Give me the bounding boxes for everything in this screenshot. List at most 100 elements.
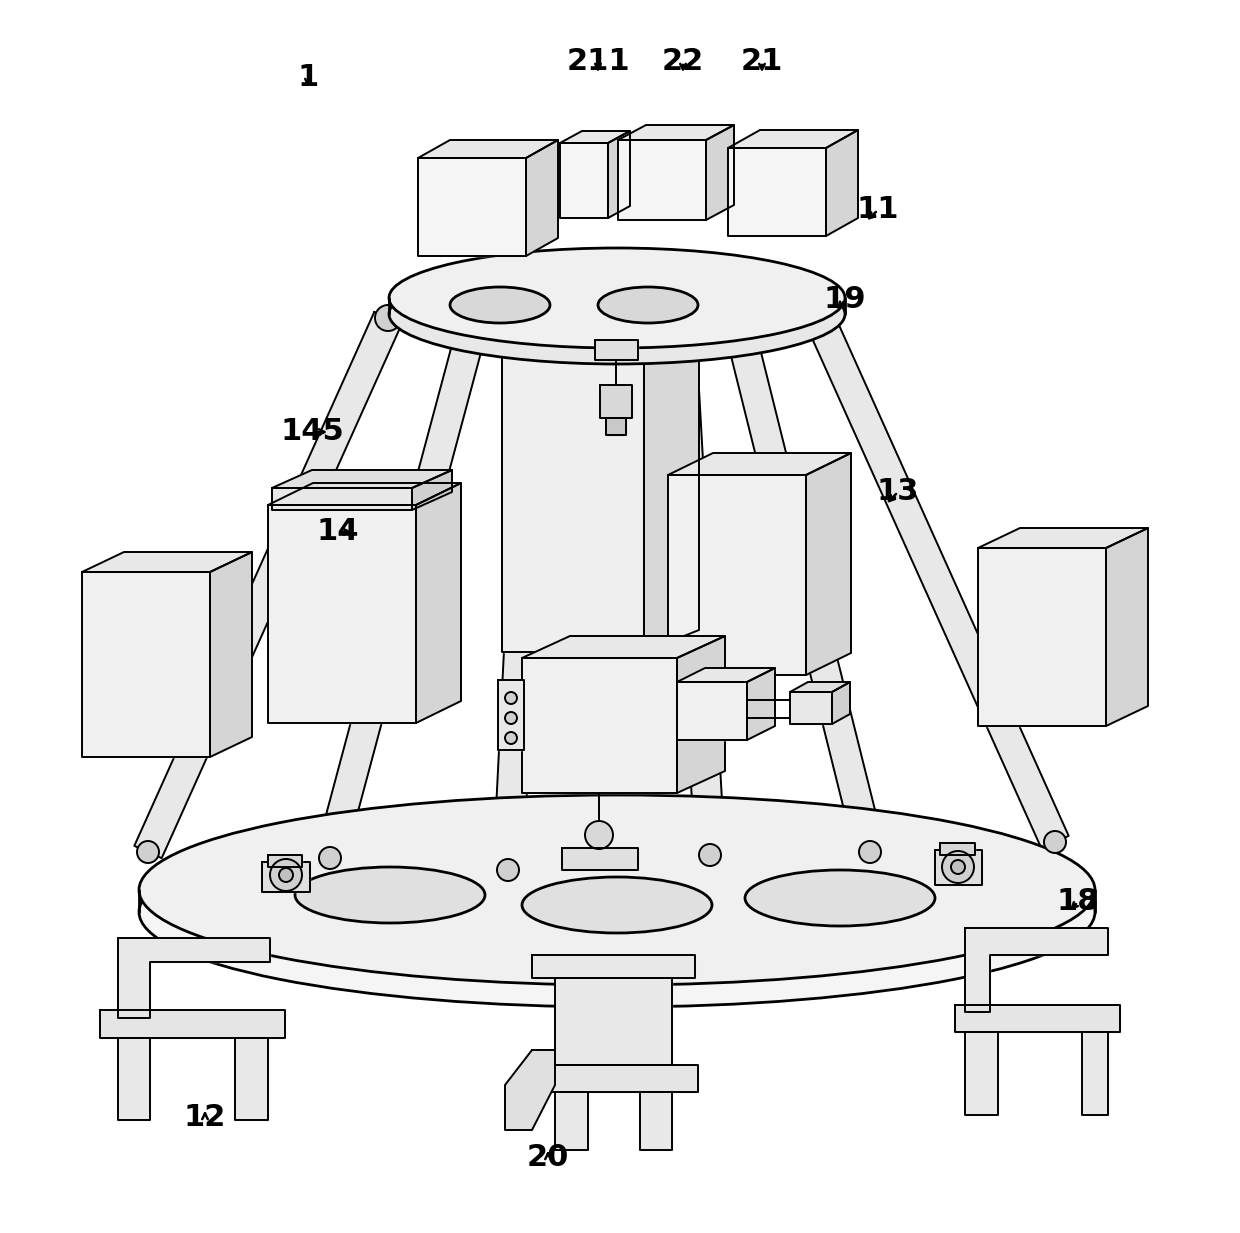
Polygon shape (806, 453, 851, 674)
Polygon shape (82, 552, 252, 572)
Polygon shape (978, 547, 1106, 726)
Polygon shape (955, 1005, 1120, 1032)
Polygon shape (746, 668, 775, 740)
Polygon shape (82, 572, 210, 757)
Circle shape (951, 859, 965, 874)
Text: 211: 211 (567, 48, 630, 76)
Circle shape (497, 859, 520, 882)
Text: 20: 20 (527, 1143, 569, 1173)
Polygon shape (268, 483, 461, 506)
Polygon shape (236, 1038, 268, 1120)
Circle shape (505, 732, 517, 743)
Ellipse shape (139, 795, 1095, 985)
Ellipse shape (598, 287, 698, 323)
Polygon shape (505, 1051, 556, 1129)
Circle shape (505, 692, 517, 704)
Polygon shape (415, 483, 461, 723)
Polygon shape (418, 141, 558, 158)
Polygon shape (526, 141, 558, 256)
Text: 13: 13 (877, 477, 919, 507)
Polygon shape (935, 850, 982, 885)
Text: 14: 14 (316, 518, 360, 546)
Circle shape (136, 841, 159, 863)
Polygon shape (706, 125, 734, 219)
Polygon shape (412, 470, 453, 510)
Polygon shape (556, 1092, 588, 1150)
Polygon shape (560, 143, 608, 218)
Text: 145: 145 (280, 418, 343, 446)
Polygon shape (606, 418, 626, 435)
Polygon shape (315, 324, 486, 862)
Text: 21: 21 (740, 48, 784, 76)
Polygon shape (210, 552, 252, 757)
Polygon shape (532, 956, 694, 978)
Polygon shape (600, 385, 632, 418)
Polygon shape (832, 682, 849, 724)
Polygon shape (118, 938, 270, 1018)
Polygon shape (560, 131, 630, 143)
Text: 18: 18 (1056, 888, 1099, 916)
Polygon shape (728, 148, 826, 236)
Polygon shape (556, 978, 672, 1065)
Polygon shape (268, 506, 415, 723)
Text: 19: 19 (823, 286, 867, 314)
Polygon shape (805, 308, 1069, 848)
Text: 12: 12 (184, 1104, 226, 1132)
Ellipse shape (295, 867, 485, 924)
Ellipse shape (139, 817, 1095, 1007)
Polygon shape (262, 862, 310, 891)
Ellipse shape (389, 264, 844, 364)
Polygon shape (529, 1065, 698, 1092)
Polygon shape (498, 681, 525, 750)
Polygon shape (677, 668, 775, 682)
Polygon shape (272, 488, 412, 510)
Polygon shape (677, 682, 746, 740)
Circle shape (667, 305, 693, 330)
Polygon shape (618, 141, 706, 219)
Polygon shape (268, 854, 303, 867)
Polygon shape (522, 636, 725, 658)
Polygon shape (640, 1092, 672, 1150)
Polygon shape (668, 453, 851, 475)
Polygon shape (677, 636, 725, 793)
Circle shape (505, 711, 517, 724)
Circle shape (374, 305, 401, 330)
Polygon shape (668, 475, 806, 674)
Polygon shape (418, 158, 526, 256)
Circle shape (319, 847, 341, 869)
Circle shape (699, 845, 720, 866)
Circle shape (725, 309, 751, 335)
Ellipse shape (389, 248, 844, 348)
Circle shape (585, 821, 613, 850)
Circle shape (805, 302, 831, 328)
Ellipse shape (745, 870, 935, 926)
Text: 22: 22 (662, 48, 704, 76)
Polygon shape (965, 928, 1109, 1012)
Polygon shape (100, 1010, 285, 1038)
Polygon shape (494, 332, 551, 870)
Polygon shape (1083, 1032, 1109, 1115)
Polygon shape (562, 848, 639, 870)
Polygon shape (134, 312, 402, 858)
Circle shape (1044, 831, 1066, 853)
Polygon shape (790, 692, 832, 724)
Circle shape (459, 314, 485, 342)
Circle shape (859, 841, 880, 863)
Polygon shape (118, 1038, 150, 1120)
Polygon shape (965, 1032, 998, 1115)
Polygon shape (502, 332, 644, 652)
Polygon shape (728, 129, 858, 148)
Circle shape (270, 859, 303, 891)
Circle shape (279, 868, 293, 882)
Polygon shape (618, 125, 734, 141)
Polygon shape (502, 309, 699, 332)
Polygon shape (595, 340, 639, 360)
Polygon shape (608, 131, 630, 218)
Text: 1: 1 (298, 64, 319, 92)
Circle shape (942, 851, 973, 883)
Polygon shape (665, 317, 725, 856)
Ellipse shape (522, 877, 712, 933)
Polygon shape (644, 309, 699, 652)
Polygon shape (978, 528, 1148, 547)
Polygon shape (1106, 528, 1148, 726)
